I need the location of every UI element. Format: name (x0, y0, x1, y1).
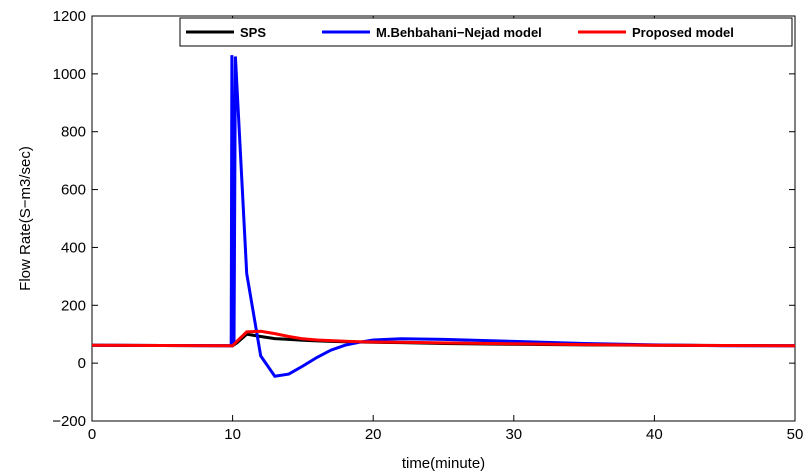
x-tick-label: 50 (787, 426, 804, 443)
plot-frame (91, 15, 796, 422)
x-tick-label: 0 (88, 426, 96, 443)
x-axis-label: time(minute) (402, 455, 485, 472)
x-tick-label: 30 (505, 426, 522, 443)
y-tick-label: 800 (61, 124, 86, 141)
y-axis-label: Flow Rate(S−m3/sec) (17, 146, 34, 291)
x-tick-label: 10 (224, 426, 241, 443)
legend-label-2: Proposed model (632, 25, 734, 40)
legend-box (179, 17, 793, 47)
y-tick-label: 1200 (53, 8, 86, 25)
y-tick-label: 600 (61, 182, 86, 199)
y-tick-label: 0 (78, 355, 86, 372)
legend: SPS M.Behbahani−Nejad model Proposed model (179, 17, 793, 47)
series-line-1 (91, 55, 795, 378)
legend-entries: SPS M.Behbahani−Nejad model Proposed model (186, 25, 734, 40)
series-layer (91, 55, 796, 378)
y-tick-label: 1000 (53, 66, 86, 83)
x-tick-label: 40 (646, 426, 663, 443)
x-tick-label: 20 (365, 426, 382, 443)
legend-label-0: SPS (240, 25, 266, 40)
legend-label-1: M.Behbahani−Nejad model (376, 25, 542, 40)
series-line-2 (91, 329, 796, 348)
y-tick-label: 400 (61, 239, 86, 256)
y-tick-label: 200 (61, 297, 86, 314)
y-tick-label: −200 (52, 413, 86, 430)
